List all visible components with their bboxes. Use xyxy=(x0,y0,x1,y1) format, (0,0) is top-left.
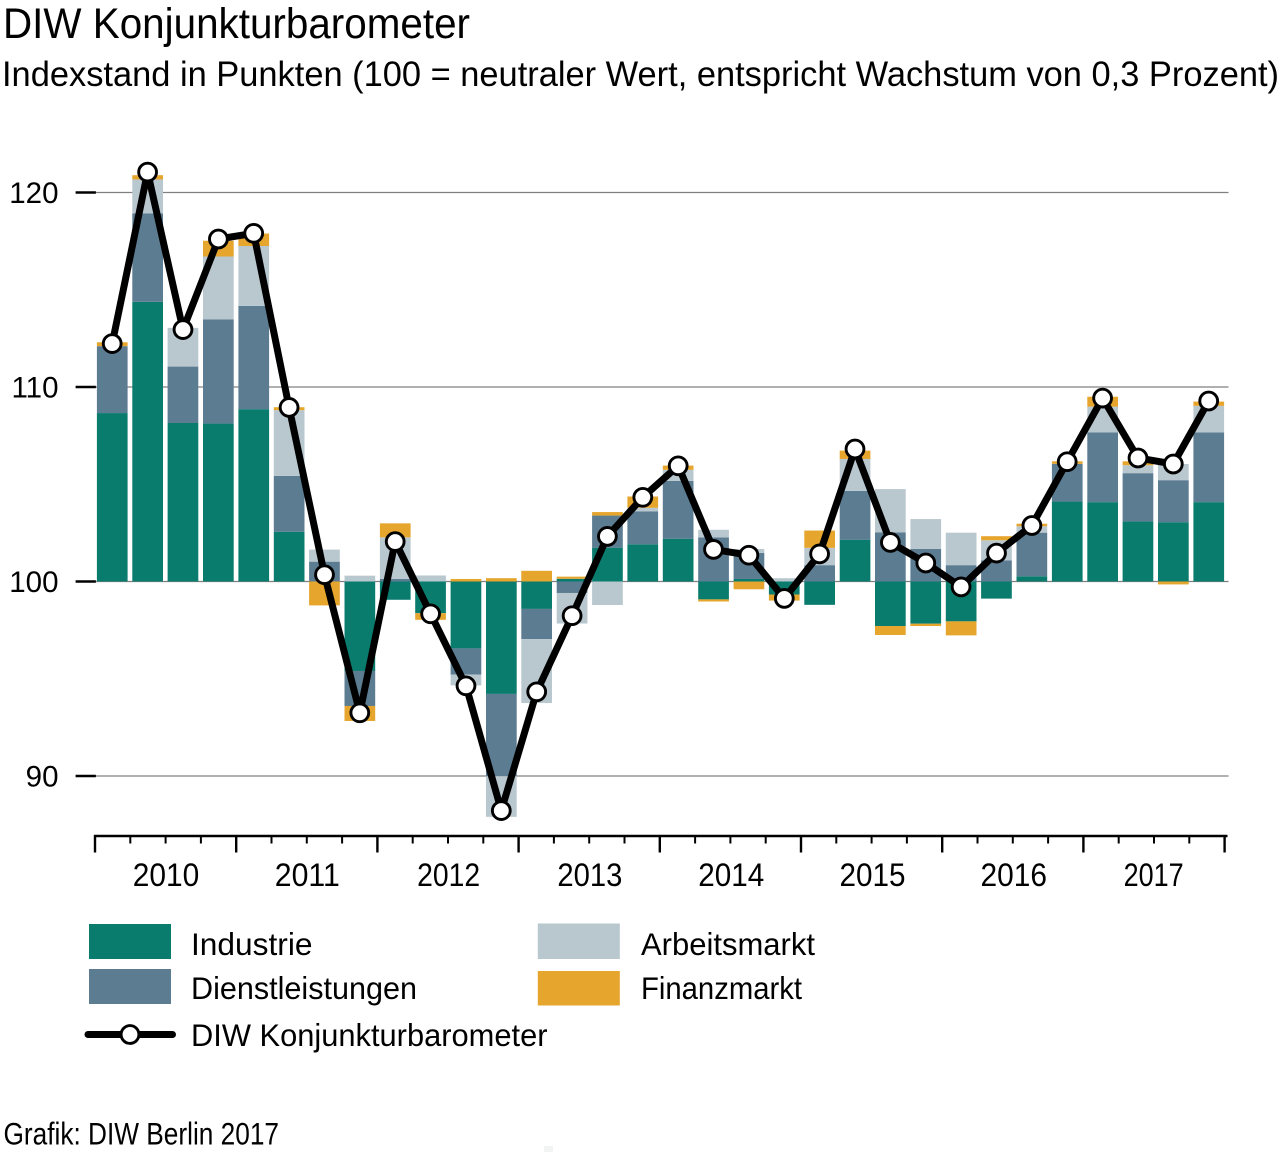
svg-text:2017: 2017 xyxy=(1124,857,1184,893)
svg-text:2016: 2016 xyxy=(981,857,1048,893)
svg-text:Indexstand in Punkten (100 = n: Indexstand in Punkten (100 = neutraler W… xyxy=(2,54,1279,94)
svg-text:2013: 2013 xyxy=(557,857,622,893)
svg-text:Grafik: DIW Berlin 2017: Grafik: DIW Berlin 2017 xyxy=(4,1116,280,1152)
svg-text:DIW Konjunkturbarometer: DIW Konjunkturbarometer xyxy=(191,1017,548,1053)
svg-text:100: 100 xyxy=(9,566,58,599)
svg-text:Finanzmarkt: Finanzmarkt xyxy=(641,970,802,1006)
svg-text:110: 110 xyxy=(11,372,58,405)
svg-text:120: 120 xyxy=(9,177,58,210)
svg-text:DIW Konjunkturbarometer: DIW Konjunkturbarometer xyxy=(3,0,470,48)
svg-text:Arbeitsmarkt: Arbeitsmarkt xyxy=(641,926,815,962)
svg-text:2010: 2010 xyxy=(133,857,200,893)
svg-text:2015: 2015 xyxy=(840,857,906,893)
svg-text:2011: 2011 xyxy=(275,857,340,893)
svg-text:90: 90 xyxy=(26,761,59,794)
svg-text:2014: 2014 xyxy=(698,857,764,893)
svg-text:Industrie: Industrie xyxy=(191,926,313,962)
svg-text:Dienstleistungen: Dienstleistungen xyxy=(191,970,417,1006)
svg-text:2012: 2012 xyxy=(417,857,480,893)
